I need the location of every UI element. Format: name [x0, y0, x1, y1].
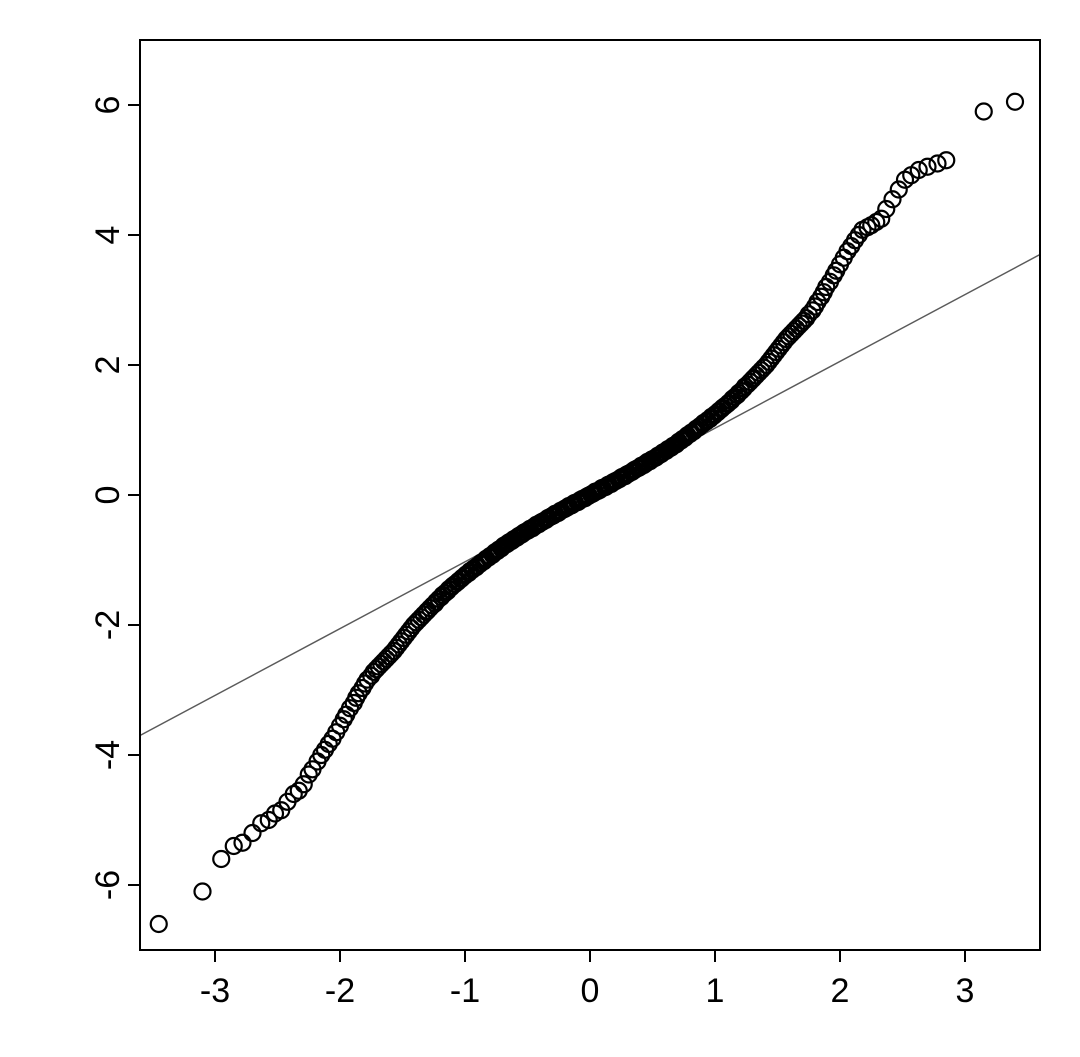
x-tick-label: 2 — [831, 972, 850, 1010]
x-tick-label: 3 — [956, 972, 975, 1010]
x-tick-label: -3 — [200, 972, 230, 1010]
x-tick-label: -1 — [450, 972, 480, 1010]
y-tick-label: 2 — [89, 356, 127, 375]
y-tick-label: -2 — [89, 610, 127, 640]
y-tick-label: 6 — [89, 96, 127, 115]
x-tick-label: 1 — [706, 972, 725, 1010]
qq-plot-chart: -3 -2 -1 0 1 2 3 -6 -4 -2 0 2 4 6 — [0, 0, 1080, 1057]
y-tick-label: 4 — [89, 226, 127, 245]
y-tick-label: -6 — [89, 870, 127, 900]
x-tick-label: 0 — [581, 972, 600, 1010]
y-tick-label: 0 — [89, 486, 127, 505]
qq-plot-svg: -3 -2 -1 0 1 2 3 -6 -4 -2 0 2 4 6 — [0, 0, 1080, 1057]
y-tick-label: -4 — [89, 740, 127, 770]
x-tick-label: -2 — [325, 972, 355, 1010]
